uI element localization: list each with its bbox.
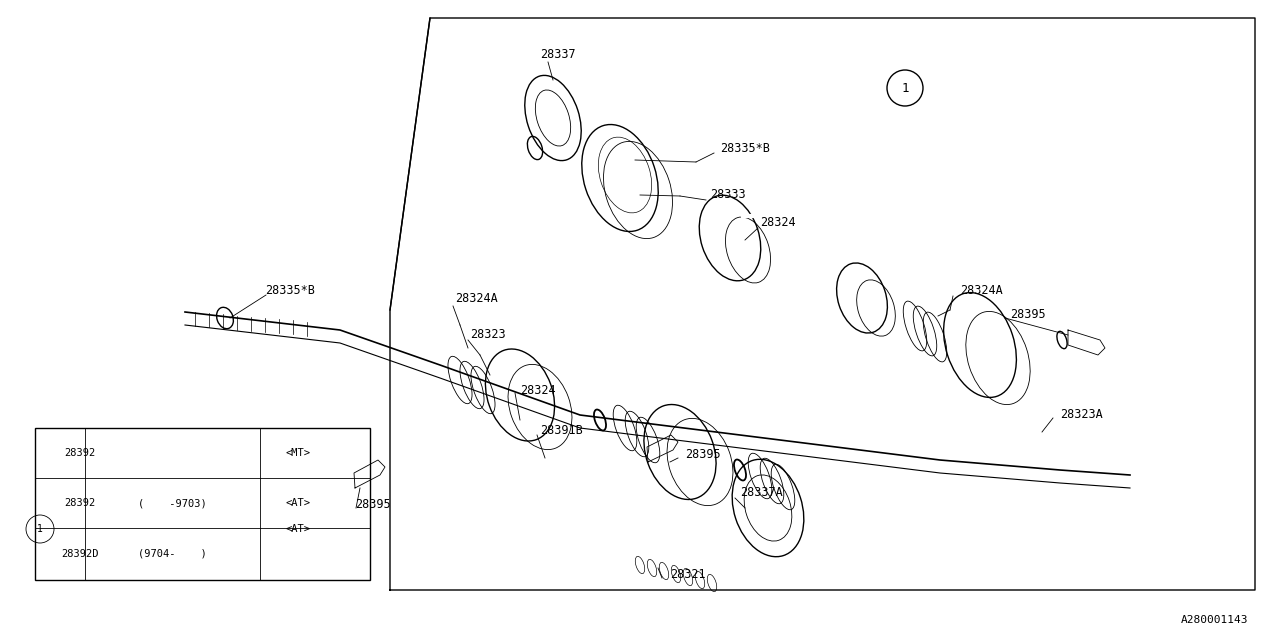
Text: 28324: 28324: [520, 383, 556, 397]
Text: 28324A: 28324A: [454, 291, 498, 305]
Text: 28391B: 28391B: [540, 424, 582, 436]
Text: 28392D: 28392D: [61, 549, 99, 559]
Text: 28324A: 28324A: [960, 284, 1002, 296]
Text: 28335*B: 28335*B: [265, 284, 315, 296]
Text: 28323: 28323: [470, 328, 506, 342]
Text: (    -9703): ( -9703): [138, 498, 207, 508]
Text: 28323A: 28323A: [1060, 408, 1103, 422]
Text: 28335*B: 28335*B: [719, 141, 769, 154]
Text: <MT>: <MT>: [285, 448, 310, 458]
Text: 28337A: 28337A: [740, 486, 783, 499]
Text: 28337: 28337: [540, 49, 576, 61]
Text: A280001143: A280001143: [1180, 615, 1248, 625]
Text: 28395: 28395: [685, 449, 721, 461]
Text: 28324: 28324: [760, 216, 796, 228]
Text: <AT>: <AT>: [285, 524, 310, 534]
Text: <AT>: <AT>: [285, 498, 310, 508]
Text: 28333: 28333: [710, 189, 746, 202]
Text: 1: 1: [37, 524, 44, 534]
Bar: [35, 428, 370, 580]
Text: 28395: 28395: [355, 499, 390, 511]
Text: 28395: 28395: [1010, 308, 1046, 321]
Text: 1: 1: [901, 81, 909, 95]
Text: 28321: 28321: [669, 568, 705, 582]
Text: 28392: 28392: [64, 448, 96, 458]
Text: (9704-    ): (9704- ): [138, 549, 207, 559]
Text: 28392: 28392: [64, 498, 96, 508]
